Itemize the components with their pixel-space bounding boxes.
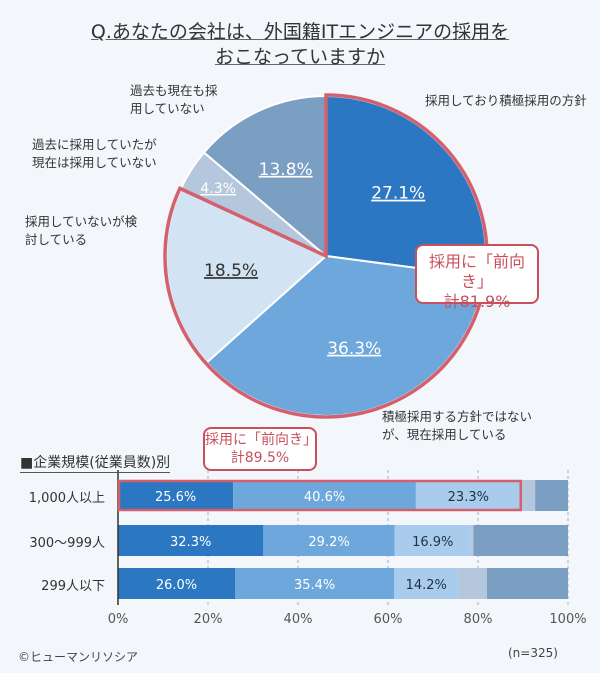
x-tick-label: 60% bbox=[373, 612, 403, 627]
pie-callout-line2: 計81.9% bbox=[443, 292, 511, 311]
pie-value-label-0: 27.1% bbox=[371, 184, 425, 204]
pie-label-3: 過去に採用していたが現在は採用していない bbox=[32, 137, 157, 170]
x-tick-label: 80% bbox=[463, 612, 493, 627]
bar-callout-line1: 採用に「前向き」 bbox=[205, 432, 317, 448]
x-tick-label: 20% bbox=[193, 612, 223, 627]
bar-value-label-1-0: 32.3% bbox=[170, 535, 211, 550]
bar-subtitle: ■企業規模(従業員数)別 bbox=[20, 452, 171, 473]
pie-label-2: 採用していないが検討している bbox=[25, 214, 138, 247]
pie-value-label-1: 36.3% bbox=[327, 339, 381, 359]
bar-value-label-0-2: 23.3% bbox=[448, 490, 489, 505]
bar-positive-outline bbox=[117, 479, 522, 512]
bar-value-label-0-1: 40.6% bbox=[304, 490, 345, 505]
bar-callout: 採用に「前向き」 計89.5% bbox=[203, 427, 317, 471]
pie-positive-outline bbox=[163, 93, 489, 419]
bar-value-label-2-2: 14.2% bbox=[406, 578, 447, 593]
pie-value-label-2: 18.5% bbox=[204, 261, 258, 281]
sample-size: (n=325) bbox=[508, 646, 558, 660]
bar-segment-0-3 bbox=[520, 480, 536, 511]
category-label: 299人以下 bbox=[41, 579, 105, 594]
category-label: 300〜999人 bbox=[29, 536, 105, 551]
pie-value-label-4: 13.8% bbox=[259, 160, 313, 180]
bar-segment-2-2 bbox=[394, 568, 459, 599]
bar-value-label-2-0: 26.0% bbox=[156, 578, 197, 593]
pie-callout-line1: 採用に「前向き」 bbox=[428, 252, 525, 291]
bar-segment-1-2 bbox=[394, 525, 471, 556]
bar-segment-0-1 bbox=[233, 480, 416, 511]
pie-label-4: 過去も現在も採用していない bbox=[130, 83, 218, 116]
x-tick-label: 100% bbox=[549, 612, 587, 627]
bar-segment-1-1 bbox=[263, 525, 395, 556]
bar-segment-1-4 bbox=[473, 525, 568, 556]
pie-value-label-3: 4.3% bbox=[200, 181, 236, 197]
bar-value-label-0-0: 25.6% bbox=[155, 490, 196, 505]
copyright: ©ヒューマンリソシア bbox=[18, 650, 139, 664]
pie-slice-4 bbox=[202, 94, 327, 259]
pie-label-1: 積極採用する方針ではないが、現在採用している bbox=[382, 409, 533, 442]
bar-callout-line2: 計89.5% bbox=[230, 450, 290, 466]
bar-segment-0-2 bbox=[415, 480, 521, 511]
bar-value-label-1-2: 16.9% bbox=[412, 535, 453, 550]
bar-segment-1-0 bbox=[118, 525, 264, 556]
bar-segment-2-1 bbox=[235, 568, 395, 599]
bar-value-label-2-1: 35.4% bbox=[294, 578, 335, 593]
bar-segment-0-0 bbox=[118, 480, 234, 511]
bar-segment-0-4 bbox=[535, 480, 568, 511]
pie-label-0: 採用しており積極採用の方針 bbox=[425, 93, 587, 108]
bar-value-label-1-1: 29.2% bbox=[308, 535, 349, 550]
category-label: 1,000人以上 bbox=[28, 491, 105, 506]
bar-segment-2-0 bbox=[118, 568, 235, 599]
pie-callout: 採用に「前向き」 計81.9% bbox=[415, 244, 539, 311]
chart-title: Q.あなたの会社は、外国籍ITエンジニアの採用を おこなっていますか bbox=[90, 21, 510, 68]
x-tick-label: 40% bbox=[283, 612, 313, 627]
bar-segment-1-3 bbox=[470, 525, 474, 556]
bar-segment-2-3 bbox=[458, 568, 487, 599]
x-tick-label: 0% bbox=[107, 612, 129, 627]
bar-segment-2-4 bbox=[487, 568, 568, 599]
